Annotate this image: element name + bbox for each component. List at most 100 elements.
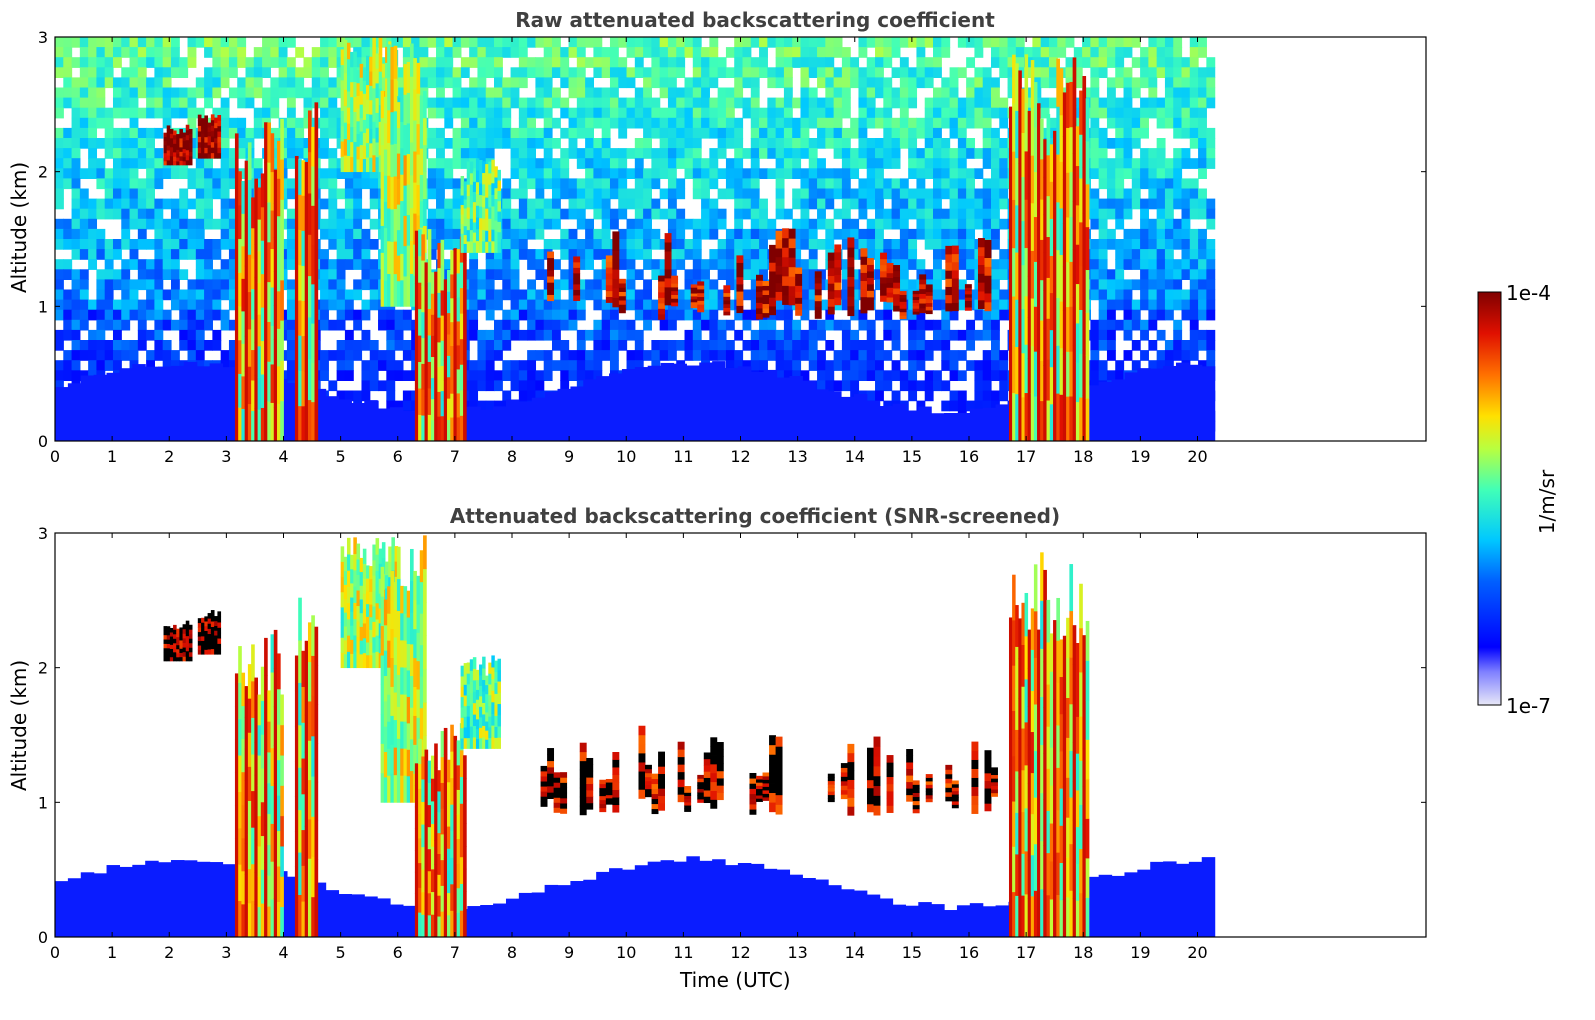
- heatmap-cell: [96, 239, 106, 250]
- heatmap-cell: [701, 340, 710, 351]
- heatmap-cell: [841, 168, 851, 179]
- heatmap-cell: [924, 269, 934, 280]
- heatmap-cell: [527, 107, 537, 119]
- heatmap-cell: [750, 329, 760, 341]
- heatmap-cell: [104, 239, 114, 250]
- virga-cell: [383, 201, 388, 229]
- heatmap-cell: [1040, 107, 1050, 119]
- heatmap-cell: [262, 47, 271, 58]
- heatmap-cell: [79, 208, 89, 220]
- heatmap-cell: [1040, 97, 1050, 109]
- heatmap-cell: [527, 67, 537, 78]
- heatmap-cell: [618, 340, 628, 351]
- heatmap-cell: [734, 67, 744, 78]
- heatmap-cell: [717, 218, 727, 230]
- heatmap-cell: [850, 299, 860, 311]
- precip-cell: [234, 364, 239, 403]
- heatmap-cell: [328, 208, 338, 220]
- heatmap-cell: [601, 148, 611, 159]
- heatmap-cell: [667, 117, 677, 129]
- heatmap-cell: [1198, 188, 1207, 200]
- heatmap-cell: [999, 57, 1009, 68]
- heatmap-cell: [195, 249, 205, 260]
- heatmap-cell: [949, 158, 959, 169]
- heatmap-cell: [270, 158, 280, 169]
- heatmap-cell: [328, 107, 338, 119]
- heatmap-cell: [179, 360, 189, 371]
- heatmap-cell: [593, 279, 603, 291]
- heatmap-cell: [1156, 37, 1166, 48]
- heatmap-cell: [1098, 228, 1108, 240]
- heatmap-cell: [1131, 57, 1141, 68]
- heatmap-cell: [924, 138, 934, 149]
- heatmap-cell: [220, 208, 230, 220]
- heatmap-cell: [750, 198, 760, 210]
- cloud-cell: [176, 137, 180, 143]
- heatmap-cell: [667, 249, 677, 260]
- precip-cell: [257, 282, 262, 315]
- heatmap-cell: [195, 228, 205, 240]
- heatmap-cell: [427, 97, 437, 109]
- heatmap-cell: [643, 117, 652, 129]
- heatmap-cell: [452, 188, 462, 200]
- precip-cell: [234, 133, 239, 173]
- heatmap-cell: [701, 127, 710, 139]
- heatmap-cell: [253, 168, 263, 179]
- heatmap-cell: [593, 289, 603, 301]
- precip-cell: [254, 342, 259, 376]
- heatmap-cell: [253, 107, 263, 119]
- heatmap-cell: [1173, 158, 1183, 169]
- heatmap-cell: [502, 117, 512, 129]
- heatmap-cell: [1106, 117, 1116, 129]
- virga-cell: [391, 37, 395, 55]
- heatmap-cell: [1198, 279, 1207, 291]
- heatmap-cell: [792, 47, 802, 58]
- virga-cell: [356, 133, 361, 147]
- heatmap-cell: [477, 77, 487, 89]
- heatmap-cell: [485, 350, 495, 361]
- heatmap-cell: [137, 57, 147, 68]
- heatmap-cell: [775, 127, 785, 139]
- heatmap-cell: [634, 198, 644, 210]
- heatmap-cell: [320, 117, 329, 129]
- heatmap-cell: [866, 77, 876, 89]
- heatmap-cell: [1164, 117, 1174, 129]
- heatmap-cell: [336, 390, 346, 402]
- heatmap-cell: [228, 299, 238, 311]
- heatmap-cell: [436, 138, 445, 149]
- heatmap-cell: [551, 218, 561, 230]
- heatmap-cell: [916, 188, 926, 200]
- precip-cell: [298, 335, 302, 371]
- heatmap-cell: [941, 340, 951, 351]
- heatmap-cell: [999, 148, 1009, 159]
- heatmap-cell: [634, 148, 644, 159]
- heatmap-cell: [949, 198, 959, 210]
- heatmap-cell: [634, 97, 644, 109]
- heatmap-cell: [585, 158, 595, 169]
- heatmap-cell: [1189, 37, 1199, 48]
- cloud-cell: [176, 134, 180, 139]
- heatmap-cell: [759, 127, 768, 139]
- heatmap-cell: [436, 127, 445, 139]
- heatmap-cell: [137, 299, 147, 311]
- virga-cell: [385, 46, 389, 63]
- heatmap-cell: [1040, 47, 1050, 58]
- heatmap-cell: [725, 319, 735, 331]
- heatmap-cell: [79, 127, 89, 139]
- heatmap-cell: [452, 37, 462, 48]
- heatmap-cell: [535, 107, 545, 119]
- heatmap-cell: [204, 289, 213, 301]
- heatmap-cell: [1181, 158, 1191, 169]
- cloud-cell: [163, 148, 168, 154]
- precip-cell: [234, 210, 239, 250]
- heatmap-cell: [1156, 198, 1166, 210]
- heatmap-cell: [568, 299, 578, 311]
- heatmap-cell: [162, 117, 172, 129]
- heatmap-cell: [999, 259, 1009, 270]
- heatmap-cell: [568, 269, 578, 280]
- heatmap-cell: [734, 309, 744, 321]
- heatmap-cell: [436, 218, 445, 230]
- heatmap-cell: [88, 228, 98, 240]
- heatmap-cell: [858, 107, 868, 119]
- heatmap-cell: [850, 148, 860, 159]
